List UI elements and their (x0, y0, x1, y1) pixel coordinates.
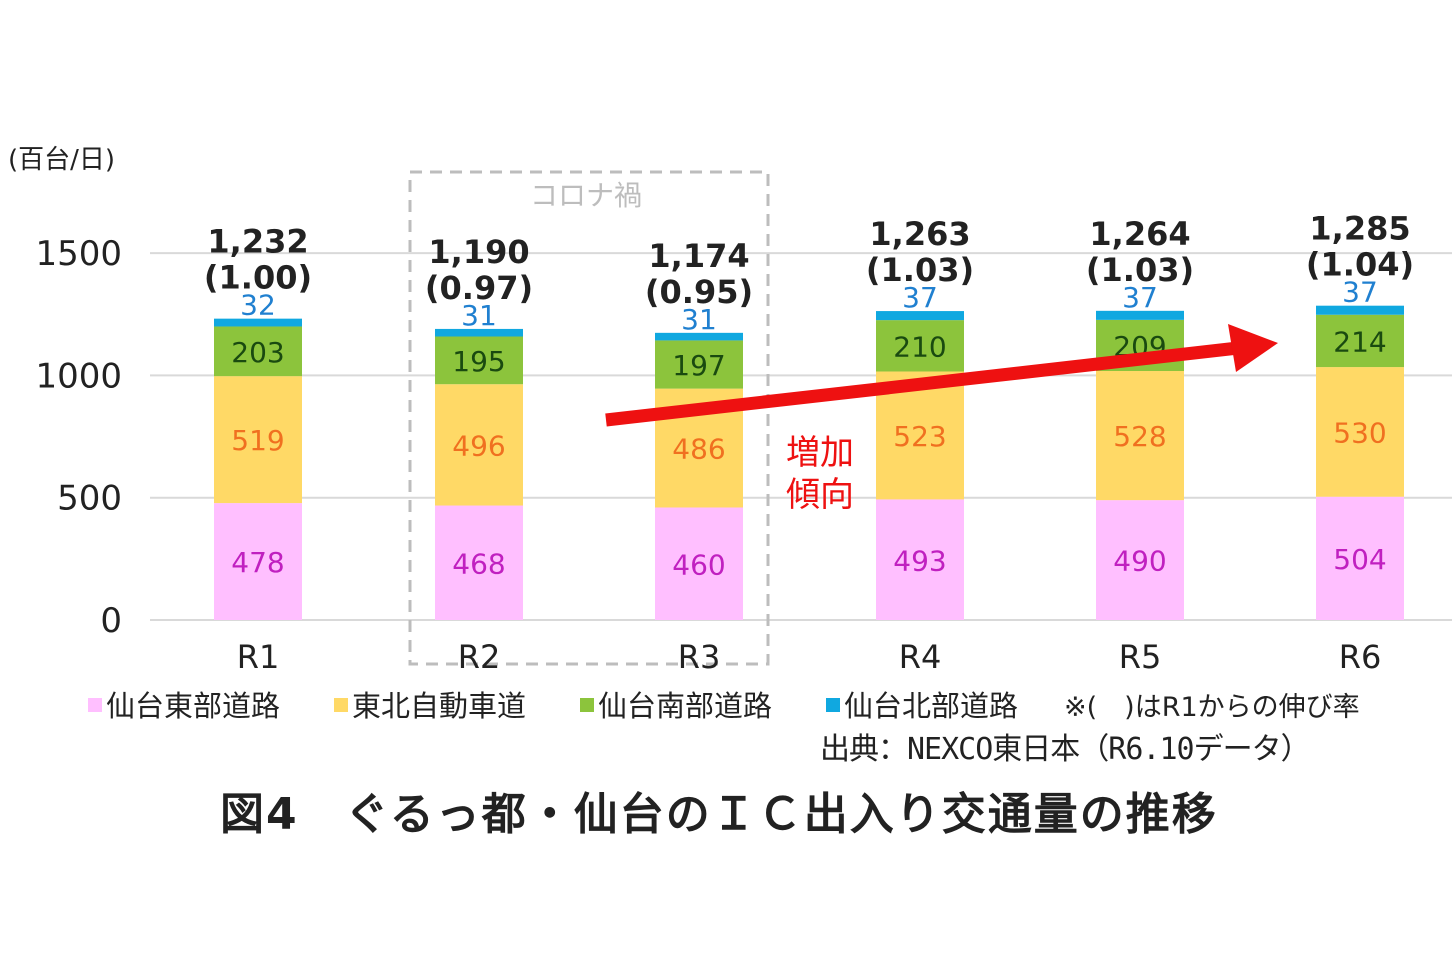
total-label: 1,285 (1309, 210, 1410, 248)
bar-segment (655, 340, 743, 389)
x-tick-label: R2 (458, 638, 501, 676)
bar-segment (435, 336, 523, 385)
corona-period-box (408, 170, 770, 666)
bar-segment (655, 507, 743, 620)
bar-segment (1096, 370, 1184, 501)
data-label: 31 (461, 299, 497, 332)
ratio-label: (0.97) (425, 269, 533, 307)
bar-segment (1316, 305, 1404, 315)
legend-entry: 仙台東部道路 (106, 689, 280, 723)
bar-segment (435, 328, 523, 337)
legend-entry: 仙台北部道路 (844, 689, 1018, 723)
legend-swatch (826, 698, 840, 712)
data-label: 210 (893, 330, 946, 363)
legend-note: ※( )はR1からの伸び率 (1064, 692, 1360, 723)
data-label: 203 (231, 336, 284, 369)
bar-segment (655, 332, 743, 341)
trend-arrow-shaft (605, 341, 1239, 427)
y-tick-label: 1000 (35, 356, 122, 396)
bar-segment (214, 503, 302, 620)
data-label: 486 (672, 433, 725, 466)
bar-segment (1316, 496, 1404, 620)
bar-segment (1316, 367, 1404, 497)
data-label: 32 (240, 289, 276, 322)
y-tick-label: 0 (100, 601, 122, 641)
bar-segment (876, 320, 964, 372)
x-tick-label: R6 (1339, 638, 1382, 676)
figure-caption: 図4 ぐるっ都・仙台のＩＣ出入り交通量の推移 (220, 789, 1218, 840)
source-note: 出典：NEXCO東日本（R6.10データ） (820, 732, 1311, 767)
ratio-label: (1.03) (1086, 251, 1194, 289)
y-tick-label: 1500 (35, 234, 122, 274)
data-label: 460 (672, 548, 725, 581)
bar-segment (876, 311, 964, 321)
trend-label: 増加 (786, 433, 854, 473)
x-tick-label: R5 (1119, 638, 1162, 676)
legend-swatch (580, 698, 594, 712)
legend-swatch (334, 698, 348, 712)
legend-swatch (88, 698, 102, 712)
ratio-label: (0.95) (645, 273, 753, 311)
data-label: 37 (1342, 276, 1378, 309)
bar-segment (1316, 314, 1404, 368)
bar-segment (214, 326, 302, 377)
total-label: 1,263 (869, 215, 970, 253)
total-label: 1,190 (428, 233, 529, 271)
data-label: 523 (893, 420, 946, 453)
data-label: 530 (1333, 417, 1386, 450)
data-label: 519 (231, 424, 284, 457)
bar-segment (214, 376, 302, 504)
data-label: 528 (1113, 420, 1166, 453)
data-label: 214 (1333, 326, 1386, 359)
data-label: 197 (672, 349, 725, 382)
data-label: 490 (1113, 545, 1166, 578)
data-label: 37 (902, 281, 938, 314)
x-tick-label: R1 (237, 638, 280, 676)
data-label: 496 (452, 430, 505, 463)
data-label: 493 (893, 544, 946, 577)
total-label: 1,232 (207, 223, 308, 261)
legend-entry: 仙台南部道路 (598, 689, 772, 723)
bar-segment (1096, 310, 1184, 320)
bar-segment (435, 505, 523, 620)
data-label: 37 (1122, 281, 1158, 314)
bar-segment (1096, 500, 1184, 620)
legend-entry: 東北自動車道 (352, 689, 526, 723)
x-tick-label: R3 (678, 638, 721, 676)
ratio-label: (1.03) (866, 251, 974, 289)
bar-segment (435, 384, 523, 506)
bar-segment (876, 499, 964, 620)
total-label: 1,264 (1089, 215, 1190, 253)
total-label: 1,174 (648, 237, 749, 275)
data-label: 31 (681, 303, 717, 336)
y-axis-label: (百台/日) (8, 145, 115, 175)
y-tick-label: 500 (57, 479, 122, 519)
ratio-label: (1.00) (204, 259, 312, 297)
data-label: 478 (231, 546, 284, 579)
trend-arrow-head (1228, 324, 1278, 372)
data-label: 504 (1333, 543, 1386, 576)
data-label: 195 (452, 345, 505, 378)
bar-segment (214, 318, 302, 327)
corona-label: コロナ禍 (530, 179, 642, 212)
data-label: 468 (452, 547, 505, 580)
x-tick-label: R4 (899, 638, 942, 676)
trend-label: 傾向 (786, 475, 854, 515)
ratio-label: (1.04) (1306, 246, 1414, 284)
